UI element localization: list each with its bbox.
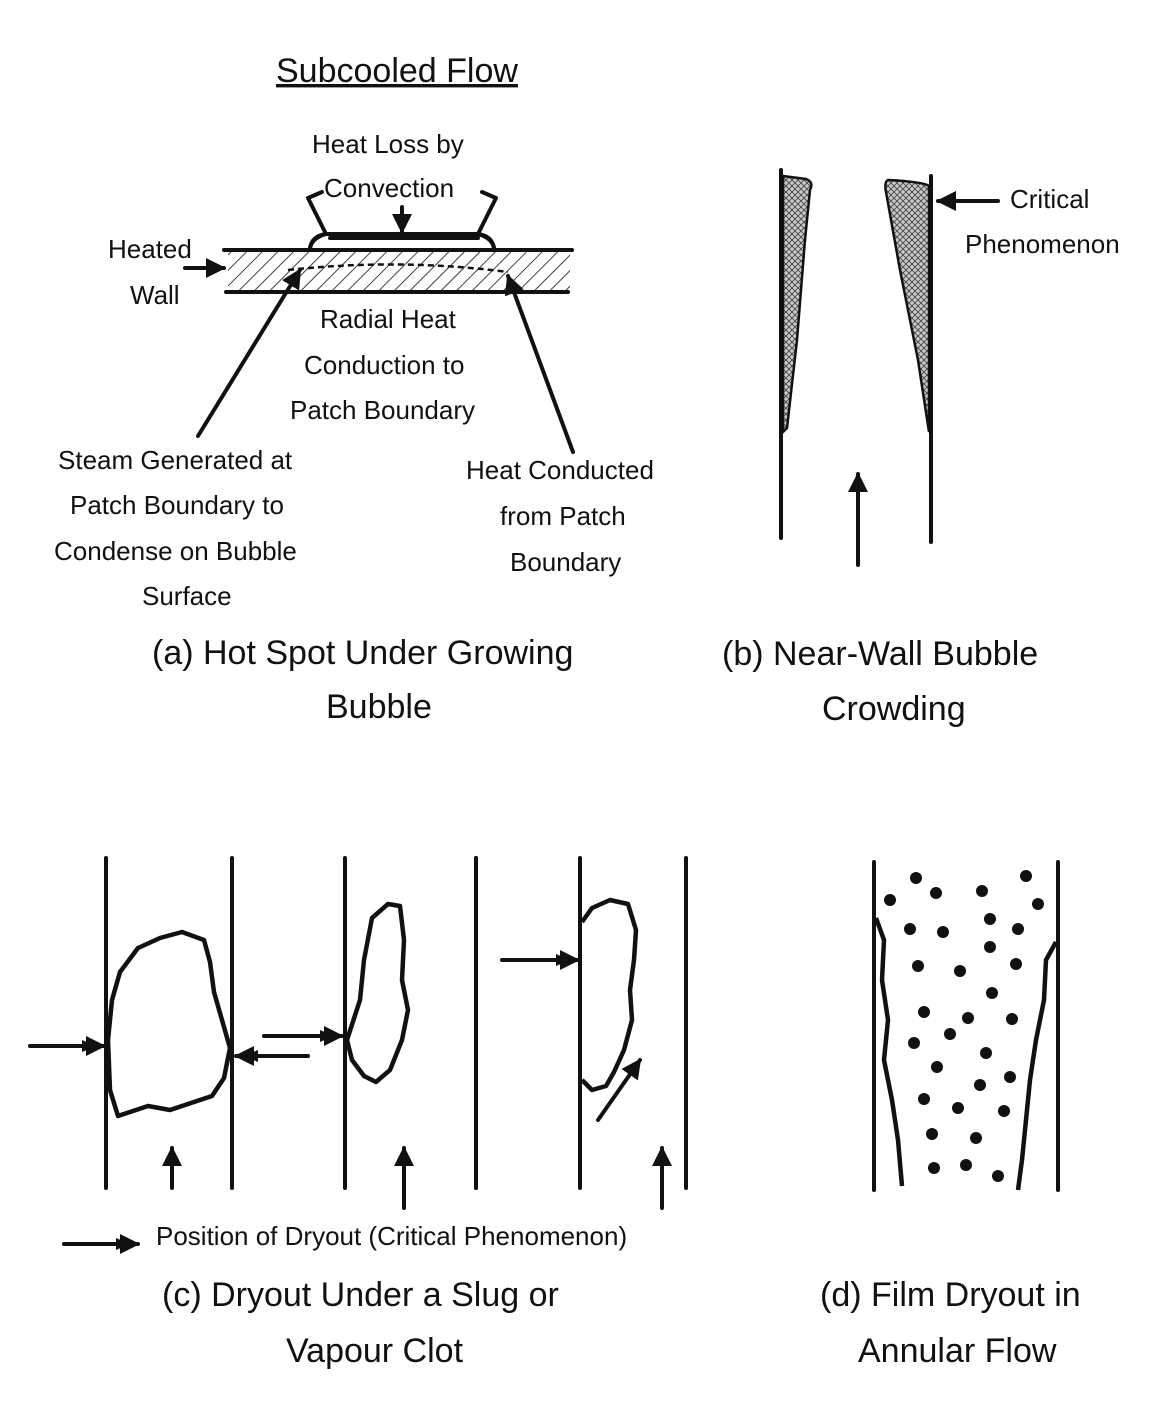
caption-c-1: (c) Dryout Under a Slug or	[162, 1276, 559, 1314]
droplet	[1004, 1071, 1016, 1083]
heated-wall-label-1: Heated	[108, 234, 192, 264]
steam-label-1: Steam Generated at	[58, 445, 293, 475]
droplet	[1010, 958, 1022, 970]
droplet	[1032, 898, 1044, 910]
droplet	[918, 1093, 930, 1105]
droplet	[930, 887, 942, 899]
panel-c: Position of Dryout (Critical Phenomenon)…	[28, 856, 688, 1370]
vapour-slug-1	[105, 929, 233, 1119]
heat-loss-label-1: Heat Loss by	[312, 129, 464, 159]
steam-label-4: Surface	[142, 581, 232, 611]
droplet	[918, 1006, 930, 1018]
panel-a: Heat Loss by Convection Heated Wall Radi…	[54, 129, 654, 726]
droplet	[1020, 870, 1032, 882]
droplet	[937, 926, 949, 938]
bubble-layer-right	[884, 178, 931, 433]
page-title: Subcooled Flow	[276, 52, 518, 90]
bubble-layer-left	[781, 174, 813, 436]
radial-label-2: Conduction to	[304, 350, 464, 380]
conducted-label-1: Heat Conducted	[466, 455, 654, 485]
liquid-film-left	[873, 917, 905, 1187]
caption-b-2: Crowding	[822, 690, 966, 728]
droplet	[928, 1162, 940, 1174]
caption-d-2: Annular Flow	[858, 1332, 1057, 1370]
critical-label-2: Phenomenon	[965, 229, 1120, 259]
droplet	[992, 1170, 1004, 1182]
vapour-slug-3	[580, 897, 639, 1093]
steam-label-3: Condense on Bubble	[54, 536, 297, 566]
droplet	[952, 1102, 964, 1114]
conducted-arrow-icon	[504, 274, 575, 454]
caption-a-2: Bubble	[326, 688, 432, 726]
heat-loss-label-2: Convection	[324, 173, 454, 203]
heated-wall-label-2: Wall	[130, 280, 180, 310]
droplet	[904, 923, 916, 935]
hot-patch	[287, 263, 509, 274]
conducted-label-2: from Patch	[500, 501, 626, 531]
droplet	[998, 1105, 1010, 1117]
droplet	[926, 1128, 938, 1140]
droplet	[931, 1061, 943, 1073]
conducted-label-3: Boundary	[510, 547, 621, 577]
caption-b-1: (b) Near-Wall Bubble	[722, 635, 1038, 673]
droplet	[908, 1037, 920, 1049]
dryout-legend-text: Position of Dryout (Critical Phenomenon)	[156, 1221, 627, 1251]
droplet	[912, 960, 924, 972]
entrained-droplets	[884, 870, 1044, 1182]
critical-label-1: Critical	[1010, 184, 1089, 214]
radial-label-1: Radial Heat	[320, 304, 457, 334]
diagonal-arrow-icon	[596, 1058, 642, 1122]
caption-c-2: Vapour Clot	[286, 1332, 464, 1370]
droplet	[962, 1012, 974, 1024]
droplet	[954, 965, 966, 977]
radial-label-3: Patch Boundary	[290, 395, 475, 425]
caption-d-1: (d) Film Dryout in	[820, 1276, 1081, 1314]
droplet	[974, 1079, 986, 1091]
droplet	[986, 987, 998, 999]
droplet	[910, 872, 922, 884]
droplet	[984, 913, 996, 925]
droplet	[1012, 923, 1024, 935]
liquid-film-right	[1015, 940, 1058, 1191]
droplet	[944, 1028, 956, 1040]
droplet	[970, 1132, 982, 1144]
steam-label-2: Patch Boundary to	[70, 490, 284, 520]
vapour-slug-2	[344, 901, 411, 1085]
heated-wall	[228, 250, 570, 292]
panel-b: Critical Phenomenon (b) Near-Wall Bubble…	[722, 168, 1120, 728]
droplet	[960, 1159, 972, 1171]
caption-a-1: (a) Hot Spot Under Growing	[152, 634, 573, 672]
droplet	[980, 1047, 992, 1059]
droplet	[884, 894, 896, 906]
droplet	[1006, 1013, 1018, 1025]
droplet	[976, 885, 988, 897]
panel-d: (d) Film Dryout in Annular Flow	[820, 860, 1081, 1370]
steam-arrow-icon	[196, 268, 302, 438]
droplet	[984, 941, 996, 953]
